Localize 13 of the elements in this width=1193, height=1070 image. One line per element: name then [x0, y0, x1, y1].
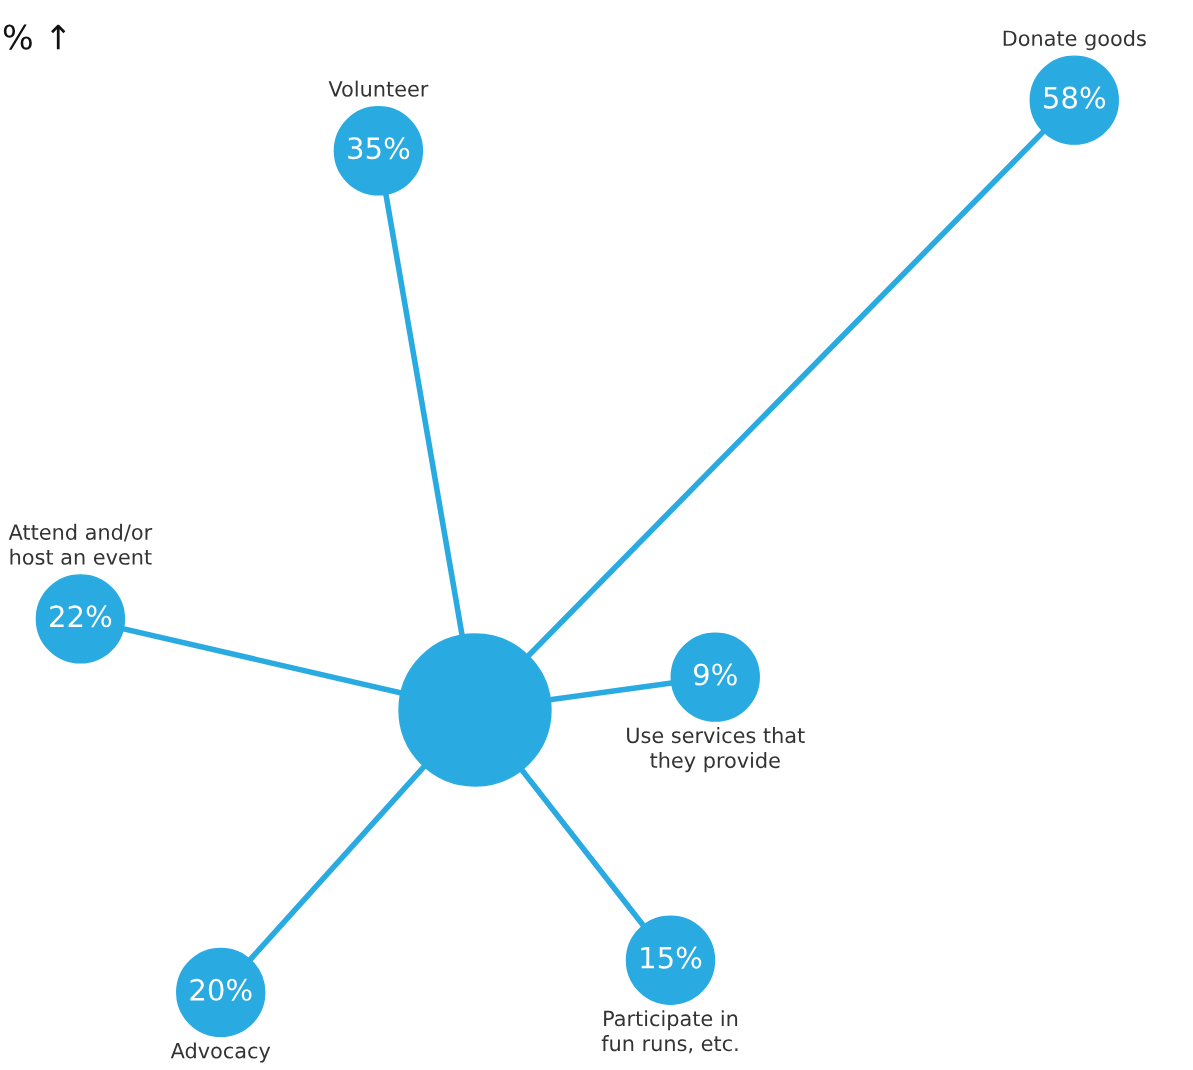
- category-label: Participate in fun runs, etc.: [601, 1010, 738, 1054]
- category-label: Advocacy: [170, 1042, 271, 1063]
- data-label: 9%: [693, 663, 737, 686]
- data-label: 15%: [641, 946, 702, 969]
- category-label: Use services that they provide: [627, 727, 805, 773]
- category-label: Volunteer: [328, 80, 429, 97]
- data-label: 35%: [348, 137, 410, 160]
- data-label: 20%: [190, 978, 252, 1001]
- data-label: 58%: [1044, 86, 1106, 109]
- category-label: Attend and/or host an event: [8, 523, 153, 565]
- data-label: 22%: [50, 605, 112, 628]
- text: % ↑: [3, 24, 66, 50]
- category-label: Donate goods: [1003, 30, 1146, 51]
